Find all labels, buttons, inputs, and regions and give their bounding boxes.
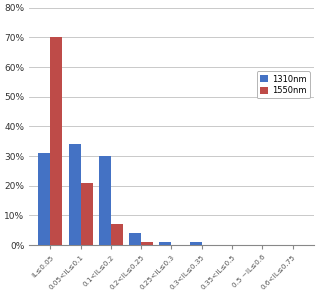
Legend: 1310nm, 1550nm: 1310nm, 1550nm	[257, 71, 310, 98]
Bar	[111, 224, 123, 245]
Bar	[159, 242, 171, 245]
Bar	[81, 183, 93, 245]
Bar	[190, 242, 202, 245]
Bar	[141, 242, 153, 245]
Bar	[68, 144, 81, 245]
Bar	[38, 153, 50, 245]
Bar	[50, 37, 62, 245]
Bar	[129, 233, 141, 245]
Bar	[99, 156, 111, 245]
